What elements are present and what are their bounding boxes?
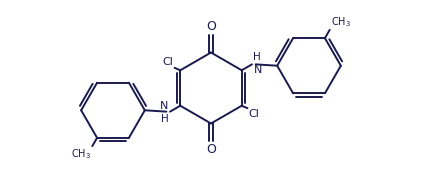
Text: H: H (161, 114, 169, 124)
Text: CH$_3$: CH$_3$ (71, 147, 92, 161)
Text: N: N (253, 65, 262, 75)
Text: N: N (160, 101, 169, 111)
Text: O: O (206, 20, 216, 33)
Text: Cl: Cl (249, 109, 259, 119)
Text: Cl: Cl (163, 57, 173, 67)
Text: O: O (206, 143, 216, 156)
Text: CH$_3$: CH$_3$ (330, 15, 351, 29)
Text: H: H (253, 52, 261, 62)
